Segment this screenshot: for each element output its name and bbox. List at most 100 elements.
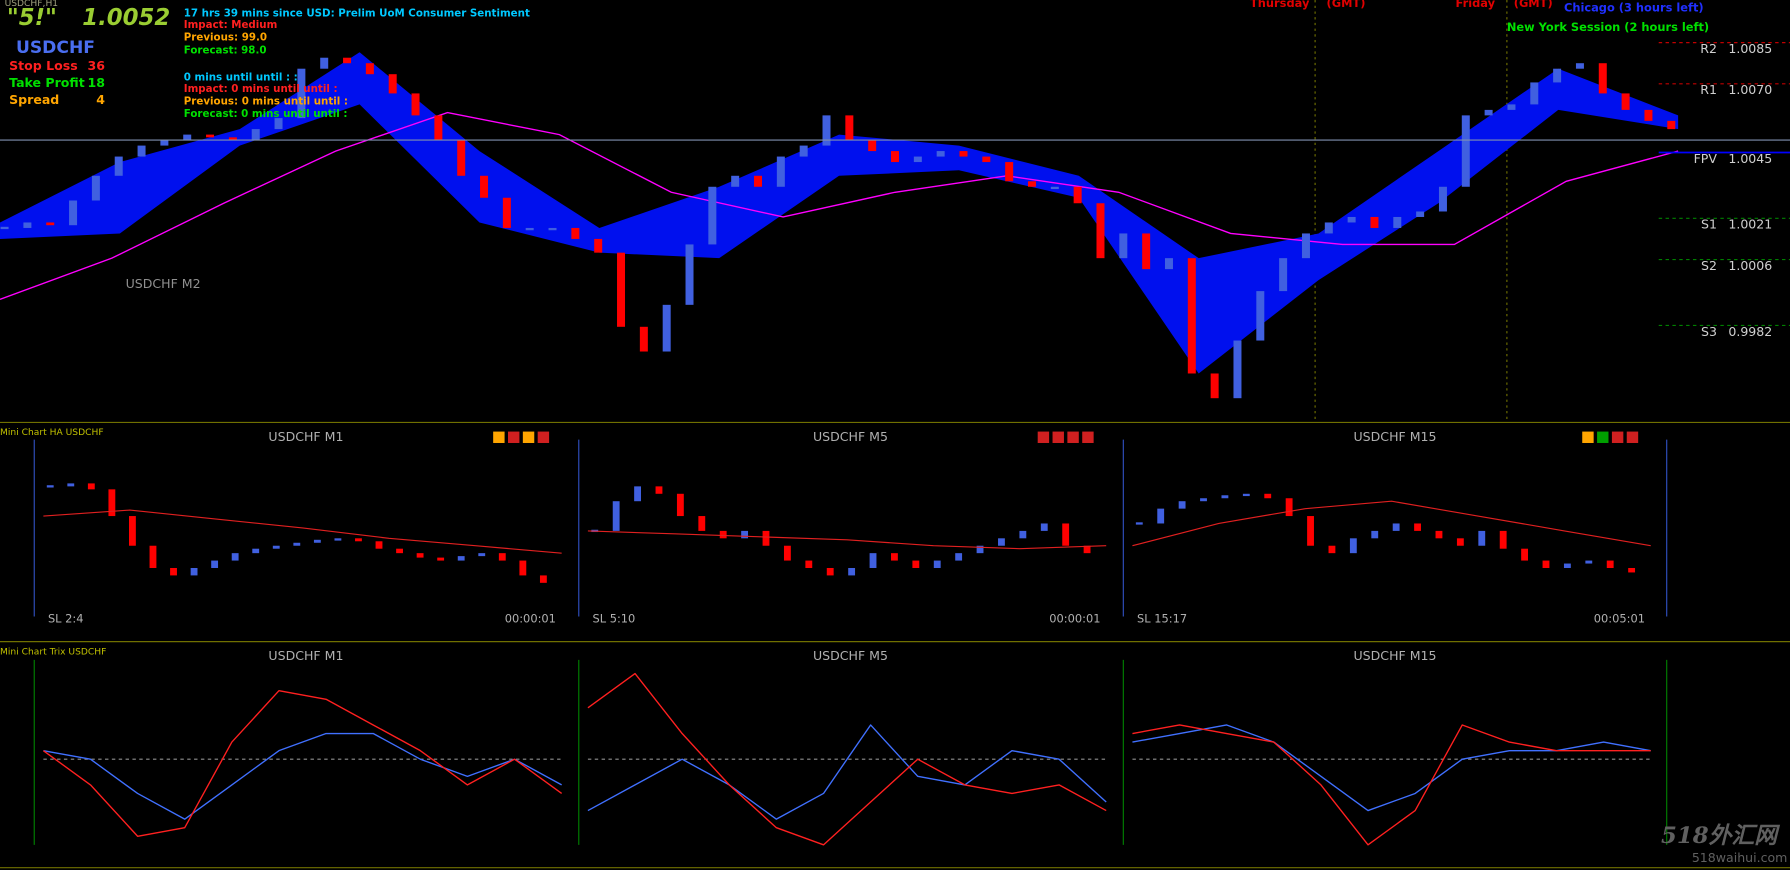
candle: [1347, 216, 1356, 223]
candle: [434, 115, 443, 141]
candle: [1416, 211, 1425, 217]
trix-line: [1132, 724, 1651, 812]
candle: [1499, 530, 1507, 549]
candle: [719, 530, 727, 539]
candle: [826, 567, 834, 576]
chart-id: USDCHF,H1: [5, 0, 59, 9]
candle: [114, 156, 123, 176]
candle: [1507, 104, 1516, 110]
candle: [1667, 120, 1676, 130]
candle: [1279, 258, 1288, 292]
pivot-value: 1.0021: [1728, 217, 1772, 232]
candle: [149, 545, 157, 568]
pivot-value: 1.0070: [1728, 82, 1772, 97]
candle: [343, 57, 352, 64]
chart-label: USDCHF M2: [126, 276, 201, 291]
candle: [805, 560, 813, 568]
candle: [869, 553, 877, 568]
candle: [1542, 560, 1550, 568]
status-square: [1082, 431, 1094, 443]
candle: [891, 151, 899, 163]
candle: [762, 530, 770, 546]
candle: [87, 483, 95, 490]
candle: [1062, 523, 1070, 546]
candle: [1393, 216, 1402, 228]
candle: [1164, 258, 1173, 270]
candle: [634, 486, 641, 502]
status-square: [1067, 431, 1079, 443]
symbol: USDCHF: [16, 38, 95, 58]
panel-footer: 00:00:01: [1049, 611, 1100, 625]
candle: [685, 244, 694, 305]
candle: [594, 238, 603, 253]
session-label: New York Session (2 hours left): [1507, 20, 1709, 34]
candle: [69, 200, 78, 226]
candle: [1585, 560, 1593, 564]
candle: [1478, 530, 1486, 546]
stat-value: 4: [96, 92, 105, 107]
candle: [1285, 498, 1293, 517]
candle: [1210, 373, 1219, 399]
pivot-name: R2: [1700, 41, 1717, 56]
candle: [617, 252, 626, 327]
session-label: Chicago (3 hours left): [1564, 1, 1704, 15]
pivot-name: S3: [1701, 324, 1717, 339]
status-square: [1626, 431, 1639, 443]
candle: [1438, 186, 1447, 212]
candle: [320, 57, 329, 69]
panel-footer: SL 2:4: [48, 611, 84, 625]
candle: [128, 516, 136, 546]
candle: [539, 575, 547, 583]
candle: [46, 485, 54, 488]
candle: [1256, 291, 1265, 341]
pivot-value: 0.9982: [1728, 324, 1772, 339]
trix-line: [43, 732, 562, 820]
candle: [1563, 563, 1571, 568]
candle: [783, 545, 791, 561]
candle: [396, 548, 403, 554]
panel-title: USDCHF M1: [268, 648, 343, 663]
candle: [1264, 493, 1272, 499]
panel-footer: 00:05:01: [1594, 611, 1645, 625]
candle: [498, 553, 506, 561]
panel-footer: SL 5:10: [592, 611, 635, 625]
news-line: Forecast: 98.0: [184, 44, 267, 56]
news-line: Impact: 0 mins until until :: [184, 83, 338, 95]
stat-label: Take Profit: [9, 75, 85, 90]
candle: [206, 134, 215, 138]
candle: [612, 501, 620, 531]
candle: [416, 553, 424, 558]
panel-footer: SL 15:17: [1137, 611, 1187, 625]
pivot-name: R1: [1700, 82, 1717, 97]
candle: [1040, 523, 1048, 531]
candle: [457, 556, 465, 561]
candle: [655, 486, 663, 494]
news-line: Impact: Medium: [184, 19, 278, 31]
candle: [1392, 523, 1400, 531]
status-square: [522, 431, 535, 443]
candle: [46, 222, 55, 226]
candle: [1005, 162, 1014, 182]
candle: [933, 560, 941, 568]
candle: [936, 151, 945, 157]
panel-title: USDCHF M1: [268, 429, 343, 444]
candle: [1598, 63, 1607, 94]
pivot-name: S2: [1701, 258, 1717, 273]
candle: [1324, 222, 1333, 234]
panel-title: USDCHF M15: [1354, 648, 1437, 663]
candle: [1484, 109, 1493, 116]
panel-title: USDCHF M5: [813, 429, 888, 444]
candle: [698, 516, 706, 531]
candle: [639, 326, 648, 352]
candle: [91, 175, 100, 201]
candle: [293, 542, 301, 546]
session-label: (GMT): [1327, 0, 1366, 10]
candle: [160, 140, 169, 146]
candle: [799, 145, 808, 157]
pivot-name: S1: [1701, 217, 1717, 232]
moving-average: [0, 111, 1679, 300]
candle: [848, 567, 856, 576]
